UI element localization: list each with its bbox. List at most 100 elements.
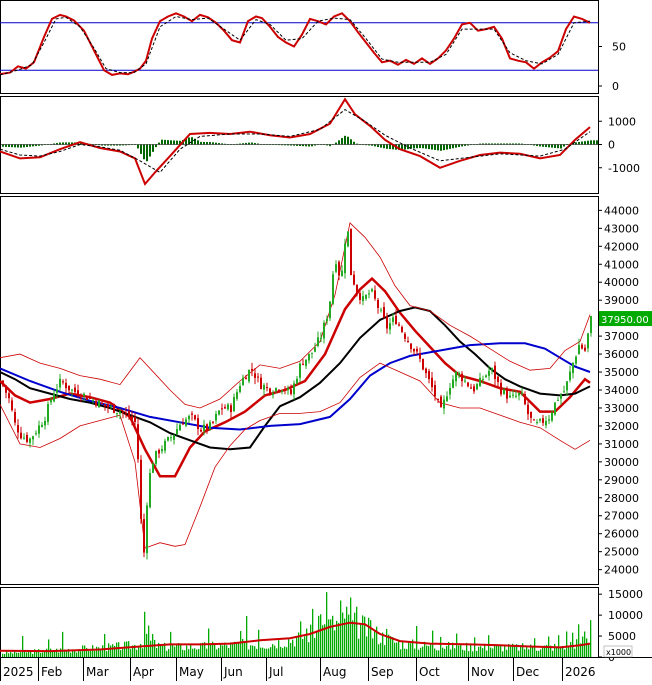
volume-bar [98,647,100,657]
candle-body [446,396,448,402]
volume-bar [2,653,4,657]
candle-body [497,376,499,382]
macd-histogram-bar [578,141,580,145]
candle-body [38,425,40,434]
volume-bar [462,649,464,657]
volume-bar [186,645,188,657]
macd-histogram-bar [146,144,148,162]
volume-bar [8,653,10,657]
candle-body [263,385,265,390]
price-tick-label: 27000 [604,510,639,523]
volume-bar [140,643,142,657]
volume-tick-label: 5000 [608,630,636,643]
volume-bar [46,648,48,657]
candle-body [293,383,295,395]
volume-bar [396,642,398,657]
macd-histogram-bar [533,144,535,146]
candle-body [305,359,307,366]
candle-body [269,388,271,394]
macd-histogram-bar [350,139,352,145]
volume-bar [228,647,230,657]
volume-bar [78,649,80,657]
candle-body [581,344,583,349]
candle-body [395,315,397,325]
volume-bar [342,612,344,657]
macd-histogram-bar [278,144,280,146]
volume-bar [400,649,402,657]
candle-body [317,337,319,346]
macd-histogram-bar [155,144,157,148]
candle-body [311,352,313,354]
macd-histogram-bar [419,144,421,149]
candle-body [215,414,217,421]
macd-histogram-bar [341,138,343,145]
macd-histogram-bar [431,144,433,150]
volume-bar [104,633,106,657]
volume-bar [310,624,312,657]
volume-bar [138,647,140,657]
volume-bar [234,641,236,657]
macd-histogram-bar [509,143,511,145]
volume-bar [564,649,566,657]
volume-bar [590,620,592,657]
volume-bar [488,635,490,657]
volume-bar [474,637,476,657]
macd-histogram-bar [302,144,304,147]
volume-bar [118,642,120,657]
price-tick-label: 30000 [604,456,639,469]
candle-body [20,432,22,439]
volume-bar [210,643,212,657]
macd-histogram-bar [356,143,358,145]
month-label: Apr [133,665,154,679]
volume-bar [570,642,572,657]
price-tick-label: 28000 [604,492,639,505]
volume-bar [588,643,590,657]
macd-histogram-bar [209,142,211,145]
volume-bar [440,636,442,657]
macd-histogram-bar [491,143,493,145]
stochastic-line [0,15,591,76]
volume-bar [514,646,516,657]
candle-body [323,322,325,339]
volume-bar [568,647,570,657]
candle-body [170,437,172,439]
macd-histogram-bar [191,137,193,145]
macd-histogram-bar [239,143,241,145]
candle-body [284,388,286,391]
candle-body [314,347,316,352]
volume-bar [238,643,240,657]
volume-bar [6,651,8,657]
volume-bar [212,641,214,657]
macd-histogram-bar [50,143,52,145]
candle-body [278,389,280,391]
macd-histogram-bar [398,144,400,150]
volume-bar [420,647,422,657]
candle-body [146,505,148,554]
volume-bar [144,611,146,657]
volume-bar [338,622,340,657]
month-label: 2026 [565,665,596,679]
candle-body [131,416,133,420]
volume-bar [464,650,466,657]
volume-bar [270,647,272,657]
macd-histogram-bar [224,143,226,145]
volume-bar [308,642,310,657]
candle-body [218,410,220,415]
macd-histogram-bar [452,144,454,149]
macd-histogram-bar [590,140,592,145]
volume-bar [502,651,504,657]
volume-bar [298,632,300,657]
volume-bar [586,638,588,657]
candle-body [200,429,202,432]
volume-bar [322,625,324,657]
volume-bar [296,637,298,657]
macd-histogram-bar [38,144,40,146]
month-label: Nov [471,665,494,679]
volume-bar [250,645,252,657]
candle-body [113,403,115,413]
volume-bar [460,643,462,657]
volume-bar [492,648,494,657]
macd-histogram-bar [410,144,412,149]
